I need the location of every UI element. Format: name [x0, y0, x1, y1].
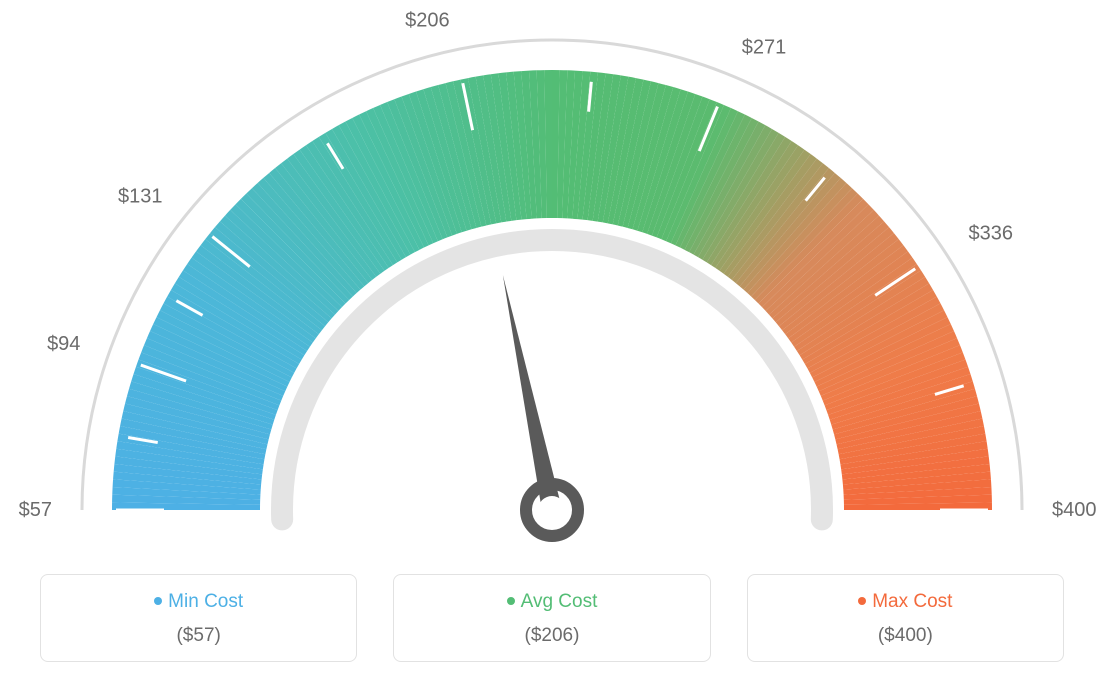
gauge-tick-label: $336: [969, 222, 1014, 244]
gauge-tick-label: $400: [1052, 499, 1097, 521]
gauge-tick-label: $206: [405, 10, 450, 32]
legend-card: Min Cost ($57): [40, 574, 357, 662]
gauge-tick-label: $131: [118, 185, 163, 207]
gauge-tick-label: $271: [742, 36, 787, 58]
legend-value: ($206): [404, 625, 699, 647]
legend-label: Avg Cost: [521, 591, 598, 612]
legend-dot-icon: [858, 597, 866, 605]
legend-card: Max Cost ($400): [747, 574, 1064, 662]
gauge-needle: [503, 275, 562, 512]
legend-dot-icon: [507, 597, 515, 605]
gauge-svg: $57 $94 $131 $206 $271 $336 $400: [0, 0, 1104, 560]
legend-dot-icon: [154, 597, 162, 605]
gauge-band: [112, 70, 992, 510]
legend-value: ($400): [758, 625, 1053, 647]
gauge-tick-label: $57: [19, 499, 52, 521]
legend-value: ($57): [51, 625, 346, 647]
legend-label: Min Cost: [168, 591, 243, 612]
cost-gauge-chart: $57 $94 $131 $206 $271 $336 $400: [0, 0, 1104, 560]
legend-title: Min Cost: [51, 591, 346, 613]
gauge-tick-label: $94: [47, 333, 80, 355]
legend-row: Min Cost ($57) Avg Cost ($206) Max Cost ($400…: [0, 574, 1104, 662]
legend-title: Avg Cost: [404, 591, 699, 613]
legend-title: Max Cost: [758, 591, 1053, 613]
legend-label: Max Cost: [872, 591, 952, 612]
gauge-pivot-hole: [538, 496, 566, 524]
legend-card: Avg Cost ($206): [393, 574, 710, 662]
